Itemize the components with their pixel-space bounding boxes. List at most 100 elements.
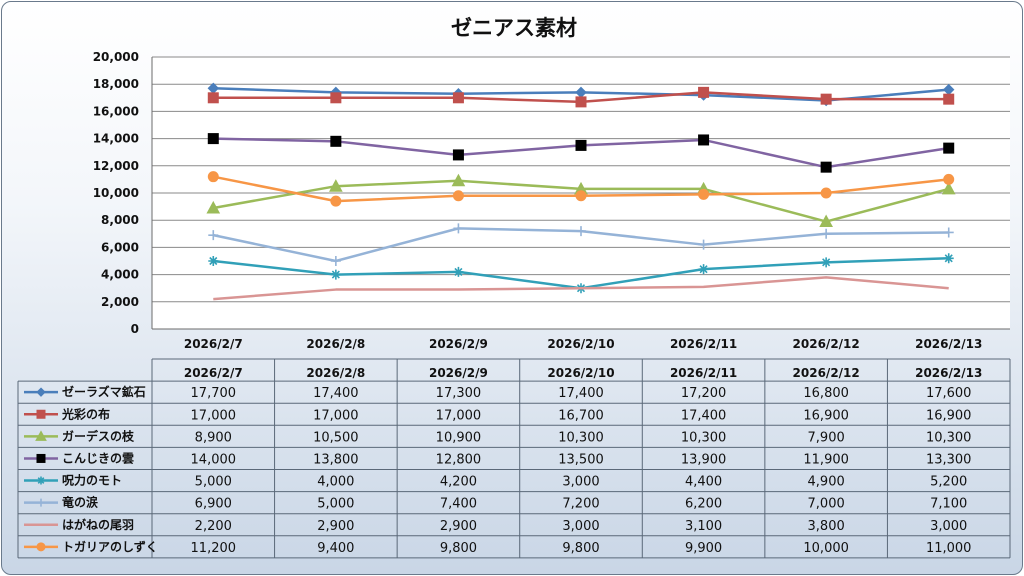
data-point — [698, 188, 710, 200]
table-cell: 11,900 — [803, 452, 849, 467]
data-point — [452, 149, 464, 161]
data-table: 2026/2/7 2026/2/8 2026/2/9 2026/2/10 2026/2/… — [17, 358, 1011, 559]
data-point — [36, 542, 46, 552]
table-cell: 10,300 — [926, 430, 972, 445]
table-cell: 11,000 — [926, 541, 972, 556]
legend-key-5 — [24, 498, 58, 507]
data-point — [941, 181, 956, 195]
table-cell: 2,900 — [317, 519, 354, 534]
data-point — [35, 430, 47, 441]
data-point — [819, 214, 833, 228]
data-point — [943, 142, 955, 154]
series-3 — [207, 133, 955, 173]
table-cell: 17,700 — [191, 386, 237, 401]
legend-key-0 — [24, 387, 58, 397]
table-cell: 4,400 — [685, 475, 722, 490]
table-cell: 3,000 — [562, 519, 599, 534]
table-cell: 7,100 — [930, 497, 967, 512]
data-point — [207, 92, 219, 104]
y-tick-label: 0 — [131, 322, 139, 336]
y-tick-label: 18,000 — [93, 77, 139, 91]
table-cell: 2,900 — [440, 519, 477, 534]
legend-label: はがねの尾羽 — [62, 517, 134, 532]
y-tick-label: 10,000 — [93, 186, 139, 200]
data-point — [330, 92, 342, 104]
data-point — [575, 190, 587, 202]
data-point — [698, 134, 710, 146]
y-tick-label: 6,000 — [101, 240, 139, 254]
data-point — [698, 239, 709, 250]
data-point — [698, 264, 709, 275]
legend-key-7 — [24, 542, 58, 552]
legend-label: ガーデスの枝 — [62, 428, 135, 443]
table-cell: 5,000 — [195, 475, 232, 490]
table-header-cell: 2026/2/8 — [306, 366, 365, 380]
data-point — [37, 498, 45, 507]
data-point — [208, 230, 219, 241]
x-axis: 2026/2/7 2026/2/8 2026/2/9 2026/2/10 2026/2/… — [184, 337, 982, 351]
data-point — [37, 476, 45, 485]
table-cell: 5,200 — [930, 475, 967, 490]
legend-label: ゼーラズマ鉱石 — [62, 384, 146, 399]
legend-label: こんじきの雲 — [62, 451, 134, 465]
data-point — [330, 269, 341, 280]
table-header-cell: 2026/2/11 — [670, 366, 737, 380]
table-cell: 10,000 — [803, 541, 849, 556]
table-cell: 8,900 — [195, 430, 232, 445]
y-tick-label: 12,000 — [93, 159, 139, 173]
data-point — [943, 93, 955, 105]
table-cell: 16,900 — [803, 408, 849, 423]
data-point — [453, 266, 464, 277]
data-point — [943, 253, 954, 264]
data-point — [575, 139, 587, 151]
series-1 — [207, 86, 955, 108]
table-cell: 16,800 — [803, 386, 849, 401]
series-7 — [207, 171, 955, 207]
table-cell: 17,600 — [926, 386, 972, 401]
series-lines — [206, 82, 956, 301]
data-point — [36, 387, 46, 397]
data-point — [329, 179, 343, 192]
legend-label: 竜の涙 — [62, 495, 98, 510]
y-tick-label: 8,000 — [101, 213, 139, 227]
y-tick-label: 20,000 — [93, 50, 139, 64]
data-point — [36, 409, 46, 419]
table-cell: 17,400 — [681, 408, 727, 423]
table-header-cell: 2026/2/12 — [793, 366, 860, 380]
data-point — [207, 133, 219, 145]
data-point — [207, 171, 219, 183]
legend-label: 呪力のモト — [62, 473, 122, 488]
table-cell: 7,900 — [808, 430, 845, 445]
table-cell: 9,400 — [317, 541, 354, 556]
series-line — [213, 276, 949, 301]
data-point — [208, 256, 219, 266]
table-cell: 3,000 — [930, 519, 967, 534]
table-cell: 12,800 — [436, 452, 482, 467]
legend-label: 光彩の布 — [61, 406, 110, 421]
table-cell: 7,200 — [562, 497, 599, 512]
data-point — [453, 223, 464, 234]
table-cell: 16,900 — [926, 408, 972, 423]
table-cell: 10,300 — [558, 430, 604, 445]
data-point — [330, 256, 341, 266]
table-cell: 17,200 — [681, 386, 727, 401]
x-tick-label: 2026/2/11 — [670, 337, 737, 351]
table-cell: 10,900 — [436, 430, 482, 445]
legend-key-1 — [24, 409, 58, 419]
gridlines — [152, 56, 1010, 330]
table-cell: 17,000 — [436, 408, 482, 423]
data-point — [820, 161, 832, 173]
table-cell: 9,900 — [685, 541, 722, 556]
table-cell: 9,800 — [562, 541, 599, 556]
table-header-cell: 2026/2/7 — [184, 366, 243, 380]
data-point — [576, 226, 586, 237]
table-cell: 16,700 — [558, 408, 604, 423]
x-tick-label: 2026/2/13 — [915, 337, 982, 351]
table-cell: 4,900 — [808, 475, 845, 490]
legend-key-4 — [24, 476, 58, 485]
table-cell: 3,800 — [808, 519, 845, 534]
data-point — [820, 187, 832, 199]
table-cell: 17,000 — [313, 408, 359, 423]
series-2 — [206, 173, 956, 228]
